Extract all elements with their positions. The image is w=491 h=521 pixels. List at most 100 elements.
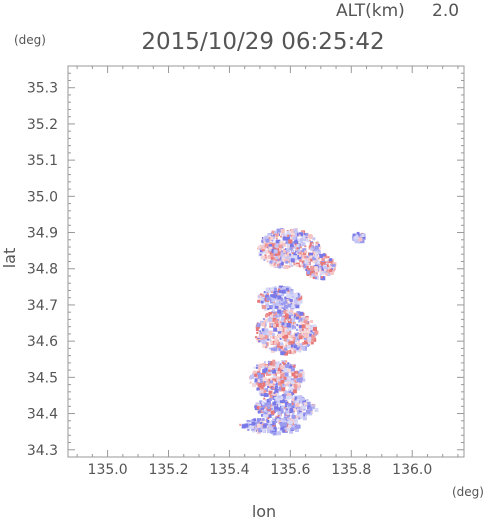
echo-cell <box>270 305 274 309</box>
echo-cell <box>287 420 292 425</box>
echo-cell <box>276 387 279 390</box>
echo-cell <box>285 338 289 342</box>
echo-cell <box>323 266 327 270</box>
echo-cell <box>284 427 287 430</box>
echo-cell <box>284 290 288 294</box>
echo-cell <box>312 337 317 342</box>
x-tick-label: 135.6 <box>270 462 310 478</box>
echo-cell <box>284 419 287 422</box>
echo-cell <box>305 324 310 329</box>
echo-cell <box>273 327 278 332</box>
echo-cell <box>294 239 299 244</box>
echo-cell <box>289 247 293 251</box>
y-axis-label: lat <box>0 248 19 269</box>
echo-cell <box>268 398 272 401</box>
echo-cell <box>277 322 282 327</box>
echo-cell <box>268 365 273 370</box>
echo-cell <box>267 308 270 310</box>
echo-cell <box>280 332 284 336</box>
echo-cell <box>284 372 289 377</box>
echo-cell <box>270 294 274 298</box>
echo-cell <box>279 248 282 252</box>
echo-cell <box>264 419 267 422</box>
echo-cell <box>307 337 312 342</box>
echo-cell <box>267 233 270 235</box>
echo-cell <box>285 391 289 395</box>
echo-cell <box>279 364 282 367</box>
echo-cell <box>266 260 269 263</box>
echo-cell <box>265 381 269 385</box>
echo-cell <box>254 407 258 410</box>
echo-cell <box>309 252 314 257</box>
echo-cell <box>278 290 282 293</box>
echo-cell <box>256 331 259 334</box>
echo-cell <box>268 237 271 240</box>
echo-cell <box>265 249 270 254</box>
echo-cell <box>294 371 298 376</box>
echo-cell <box>263 258 266 261</box>
echo-cell <box>290 396 293 399</box>
echo-cell <box>296 415 299 418</box>
echo-cell <box>282 339 285 342</box>
echo-cell <box>274 230 278 234</box>
echo-cell <box>287 362 290 365</box>
echo-cell <box>289 332 292 335</box>
echo-cell <box>312 260 316 264</box>
echo-cell <box>284 361 288 365</box>
echo-cell <box>255 336 257 339</box>
echo-cell <box>286 408 289 411</box>
echo-cell <box>256 323 261 328</box>
echo-cell <box>294 304 297 307</box>
echo-cell <box>258 296 262 300</box>
x-tick-label: 135.4 <box>209 462 249 478</box>
echo-cell <box>290 334 295 339</box>
echo-cell <box>316 248 321 253</box>
echo-cell <box>270 324 273 326</box>
echo-cell <box>308 262 311 265</box>
echo-cell <box>284 334 289 339</box>
echo-cell <box>300 331 303 334</box>
echo-cell <box>261 365 265 369</box>
echo-cell <box>330 264 333 267</box>
echo-cell <box>294 396 297 399</box>
echo-cell <box>293 375 298 380</box>
echo-cell <box>289 287 292 290</box>
echo-cell <box>279 241 284 246</box>
echo-cell <box>261 385 266 390</box>
echo-cell <box>273 256 278 261</box>
echo-cell <box>288 388 290 391</box>
echo-cell <box>274 385 278 389</box>
echo-cell <box>330 265 335 270</box>
echo-cell <box>297 238 300 241</box>
echo-cell <box>275 403 278 406</box>
echo-cell <box>285 405 288 407</box>
echo-cell <box>303 413 307 417</box>
echo-cell <box>262 424 266 428</box>
echo-cell <box>300 237 304 241</box>
echo-cell <box>265 411 270 416</box>
echo-cell <box>290 427 294 431</box>
echo-cell <box>285 395 290 400</box>
echo-cell <box>277 255 281 259</box>
echo-cell <box>329 258 333 262</box>
echo-cell <box>288 319 292 324</box>
echo-cell <box>299 254 301 257</box>
echo-cell <box>287 317 292 321</box>
echo-cell <box>316 250 321 255</box>
echo-cell <box>267 386 270 388</box>
echo-cell <box>297 293 300 296</box>
echo-cell <box>297 255 302 259</box>
echo-cell <box>302 334 304 337</box>
echo-cell <box>300 263 304 267</box>
echo-cell <box>285 237 290 241</box>
echo-cell <box>283 378 288 383</box>
echo-cell <box>280 385 283 387</box>
echo-cell <box>307 257 312 262</box>
echo-cell <box>267 305 270 308</box>
echo-cell <box>287 303 292 308</box>
echo-cell <box>319 254 324 258</box>
echo-cell <box>269 338 272 341</box>
echo-cell <box>267 381 272 386</box>
echo-cell <box>276 416 280 420</box>
